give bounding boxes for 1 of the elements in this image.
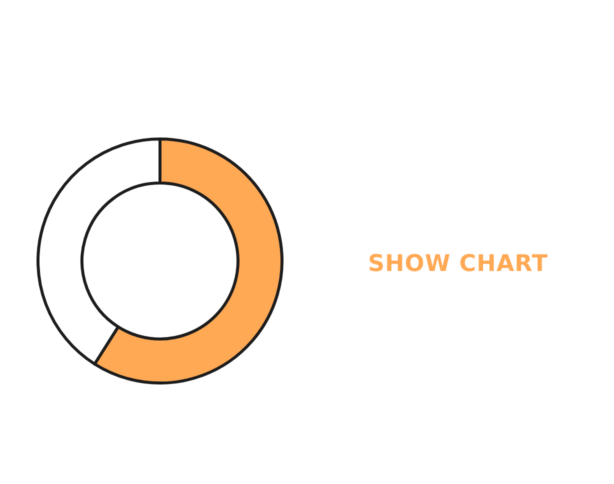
text: SHOW CHART bbox=[368, 251, 548, 277]
